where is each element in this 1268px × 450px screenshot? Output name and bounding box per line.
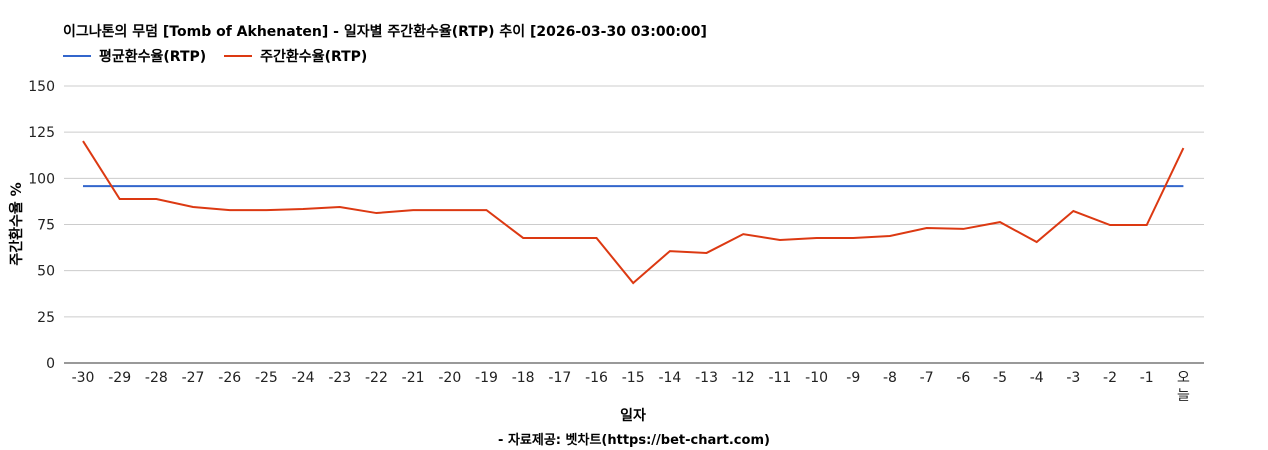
x-tick-label: -19 (475, 370, 498, 386)
x-tick-label: -9 (846, 370, 860, 386)
x-tick-label: -6 (956, 370, 970, 386)
y-tick-label: 25 (37, 310, 55, 326)
x-tick-label: -21 (402, 370, 425, 386)
legend-swatch (63, 55, 91, 57)
x-tick-label: -12 (732, 370, 755, 386)
x-tick-label: -15 (622, 370, 645, 386)
x-tick-label: -26 (218, 370, 241, 386)
source-credit: - 자료제공: 벳차트(https://bet-chart.com) (498, 433, 770, 448)
x-tick-label: -30 (72, 370, 95, 386)
y-axis-title: 주간환수율 % (8, 182, 25, 265)
x-tick-label: -13 (695, 370, 718, 386)
chart-title: 이그나톤의 무덤 [Tomb of Akhenaten] - 일자별 주간환수율… (63, 24, 707, 40)
x-tick-label: -8 (883, 370, 897, 386)
x-tick-label: -25 (255, 370, 278, 386)
x-tick-label: -2 (1103, 370, 1117, 386)
x-axis-title: 일자 (620, 408, 646, 424)
y-tick-label: 125 (28, 125, 55, 141)
x-tick-label: -22 (365, 370, 388, 386)
x-tick-label: -20 (438, 370, 461, 386)
legend-item-average[interactable]: 평균환수율(RTP) (63, 46, 206, 66)
x-tick-label: -23 (328, 370, 351, 386)
x-tick-label: -11 (768, 370, 791, 386)
x-tick-label: -7 (920, 370, 934, 386)
x-tick-label: -3 (1066, 370, 1080, 386)
x-tick-label: -28 (145, 370, 168, 386)
legend-label: 평균환수율(RTP) (99, 49, 207, 65)
x-tick-label: -18 (512, 370, 535, 386)
x-tick-label: -16 (585, 370, 608, 386)
legend-label: 주간환수율(RTP) (260, 49, 368, 65)
x-tick-label: -24 (292, 370, 315, 386)
legend-item-weekly[interactable]: 주간환수율(RTP) (224, 46, 367, 66)
y-tick-label: 100 (28, 171, 55, 187)
y-tick-label: 0 (46, 356, 55, 372)
y-tick-label: 75 (37, 218, 55, 234)
legend-swatch (224, 55, 253, 57)
series-line-1 (82, 140, 1185, 285)
y-tick-label: 150 (28, 79, 55, 95)
x-tick-label: -5 (993, 370, 1007, 386)
x-tick-label: -17 (548, 370, 571, 386)
x-tick-label: -29 (108, 370, 131, 386)
legend: 평균환수율(RTP) 주간환수율(RTP) (63, 46, 385, 66)
x-tick-label: -14 (658, 370, 681, 386)
x-tick-label: -4 (1030, 370, 1044, 386)
x-tick-label: -27 (182, 370, 205, 386)
y-tick-label: 50 (37, 264, 55, 280)
x-tick-label: -10 (805, 370, 828, 386)
x-tick-label: -1 (1140, 370, 1154, 386)
